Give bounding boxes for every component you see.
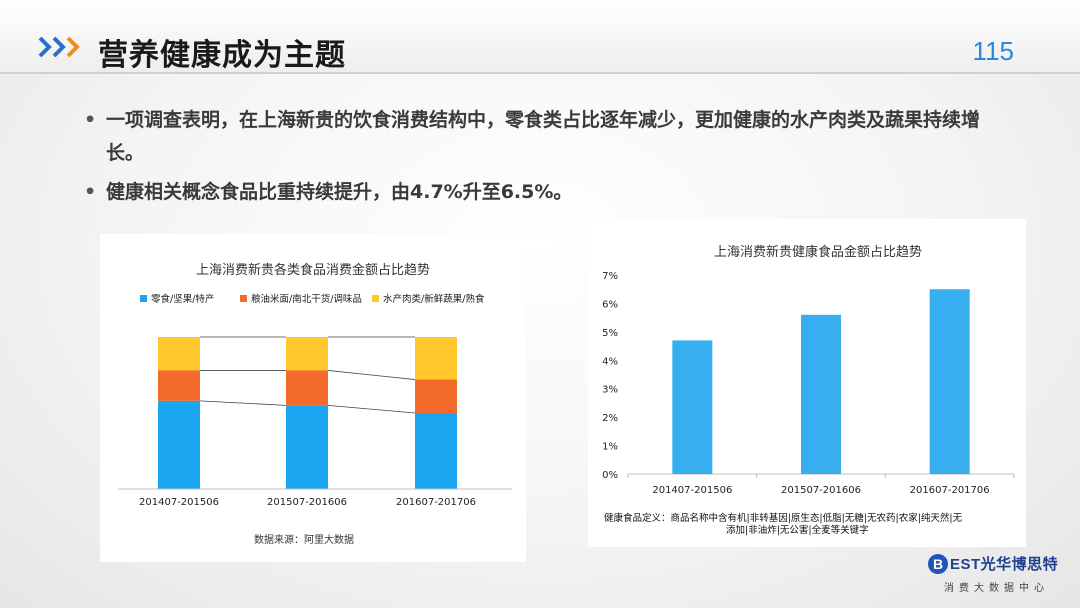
connector-line	[199, 400, 287, 406]
bullet-dot-icon: •	[84, 181, 97, 203]
logo-name: EST光华博思特	[950, 556, 1059, 573]
bar-segment	[286, 405, 328, 489]
bullet-item: • 一项调查表明，在上海新贵的饮食消费结构中，零食类占比逐年减少，更加健康的水产…	[84, 104, 984, 170]
company-logo: B EST光华博思特 消费大数据中心	[928, 553, 1068, 599]
x-tick-label: 201507-201606	[781, 485, 861, 496]
x-tick-label: 201607-201706	[396, 497, 476, 508]
chart-title: 上海消费新贵各类食品消费金额占比趋势	[196, 262, 430, 278]
connector-line	[327, 405, 416, 414]
stacked-chart-card: 上海消费新贵各类食品消费金额占比趋势 零食/坚果/特产 粮油米面/南北干货/调味品…	[100, 234, 526, 562]
bar-segment	[286, 370, 328, 406]
y-tick-label: 7%	[602, 271, 618, 282]
bar	[672, 340, 713, 474]
bullet-text: 健康相关概念食品比重持续提升，由4.7%升至6.5%。	[106, 181, 573, 203]
y-tick-label: 2%	[602, 413, 618, 424]
health-chart-card: 上海消费新贵健康食品金额占比趋势 0% 1% 2% 3% 4% 5% 6% 7% 201407…	[588, 219, 1026, 547]
page-number: 115	[972, 36, 1014, 66]
y-tick-label: 6%	[602, 299, 618, 310]
logo-subtitle: 消费大数据中心	[944, 583, 1049, 594]
connector-lines	[199, 336, 416, 414]
health-bar-chart: 上海消费新贵健康食品金额占比趋势 0% 1% 2% 3% 4% 5% 6% 7% 201407…	[602, 244, 1015, 536]
chart-title: 上海消费新贵健康食品金额占比趋势	[714, 244, 922, 260]
bar	[929, 289, 970, 474]
bar-segment	[415, 413, 457, 489]
legend-label: 零食/坚果/特产	[151, 293, 214, 305]
y-tick-label: 3%	[602, 385, 618, 396]
page-title: 营养健康成为主题	[98, 38, 346, 73]
bar-segment	[415, 337, 457, 380]
x-tick-label: 201507-201606	[267, 497, 347, 508]
chart-legend: 零食/坚果/特产 粮油米面/南北干货/调味品 水产肉类/新鲜蔬果/熟食	[140, 293, 485, 305]
legend-swatch	[372, 295, 379, 302]
legend-swatch	[140, 295, 147, 302]
bar-segment	[158, 337, 200, 371]
chart-source: 数据来源：阿里大数据	[254, 533, 354, 546]
chart-footnote-line: 健康食品定义：商品名称中含有机|非转基因|原生态|低脂|无糖|无农药|农家|纯天…	[604, 512, 963, 524]
y-axis-labels: 0% 1% 2% 3% 4% 5% 6% 7%	[602, 271, 618, 481]
x-axis-labels: 201407-201506 201507-201606 201607-201706	[627, 474, 1015, 496]
chevron-arrows-icon	[38, 36, 80, 58]
bullet-text: 一项调查表明，在上海新贵的饮食消费结构中，零食类占比逐年减少，更加健康的水产肉类…	[106, 109, 981, 164]
bullet-dot-icon: •	[84, 109, 97, 131]
bar-segment	[158, 370, 200, 401]
bullet-list: • 一项调查表明，在上海新贵的饮食消费结构中，零食类占比逐年减少，更加健康的水产…	[84, 104, 984, 209]
bar-group	[158, 337, 457, 489]
x-tick-label: 201407-201506	[652, 485, 732, 496]
legend-label: 水产肉类/新鲜蔬果/熟食	[383, 293, 485, 305]
legend-swatch	[240, 295, 247, 302]
x-tick-label: 201407-201506	[139, 497, 219, 508]
logo-badge-icon: B	[928, 553, 948, 574]
bar-segment	[415, 379, 457, 413]
connector-line	[327, 370, 416, 380]
bar-segment	[286, 337, 328, 371]
y-tick-label: 5%	[602, 328, 618, 339]
chart-footnote-line: 添加|非油炸|无公害|全麦等关键字	[726, 524, 869, 536]
y-tick-label: 0%	[602, 470, 618, 481]
bullet-item: • 健康相关概念食品比重持续提升，由4.7%升至6.5%。	[84, 176, 984, 209]
x-axis-labels: 201407-201506 201507-201606 201607-201706	[139, 497, 476, 508]
stacked-bar-chart: 上海消费新贵各类食品消费金额占比趋势 零食/坚果/特产 粮油米面/南北干货/调味品…	[118, 262, 512, 546]
y-tick-label: 4%	[602, 356, 618, 367]
bar	[801, 314, 841, 474]
bar-group	[672, 289, 970, 474]
y-tick-label: 1%	[602, 442, 618, 453]
header-bar: 营养健康成为主题 115	[0, 0, 1080, 74]
x-tick-label: 201607-201706	[910, 485, 990, 496]
legend-label: 粮油米面/南北干货/调味品	[251, 293, 362, 305]
bar-segment	[158, 400, 200, 489]
